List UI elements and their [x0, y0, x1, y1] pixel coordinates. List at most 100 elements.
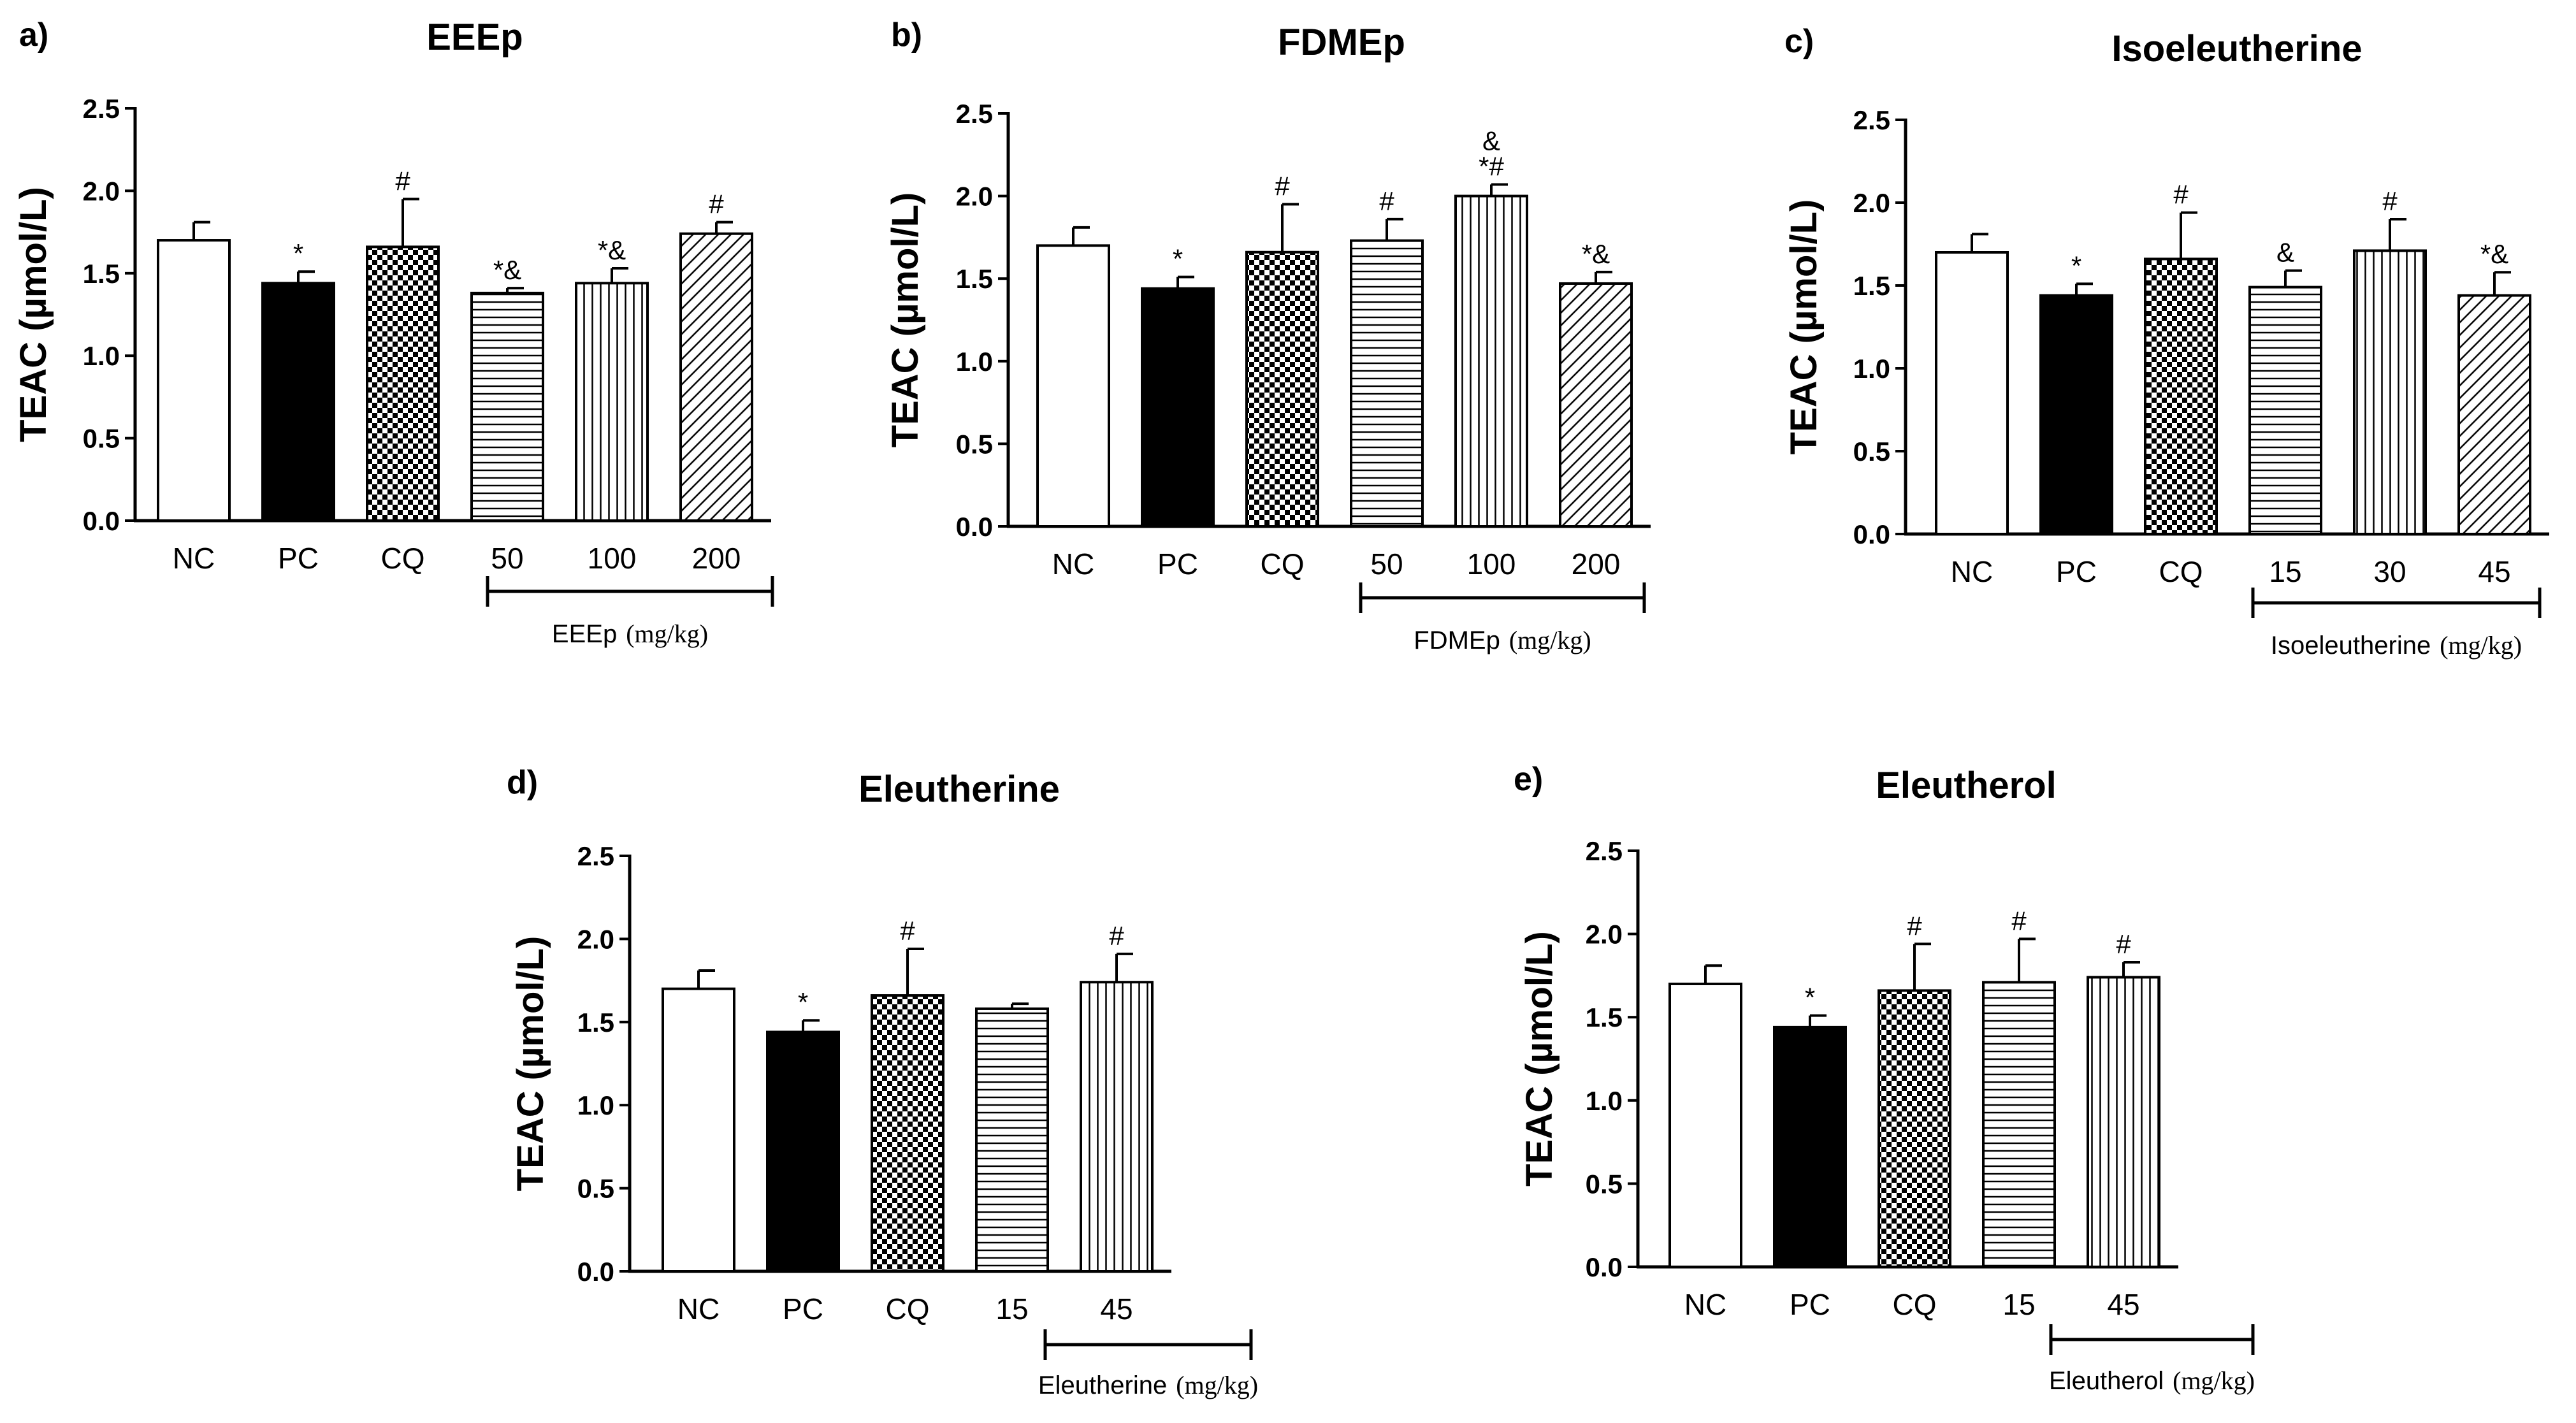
x-category-label: 50 — [1370, 547, 1403, 581]
bar — [2144, 257, 2218, 535]
y-tick-label: 2.5 — [1586, 836, 1623, 866]
chart-title: Eleutherol — [1876, 765, 2057, 806]
bar — [662, 987, 735, 1273]
y-tick-label: 2.5 — [956, 99, 993, 129]
y-tick-label: 0.0 — [1853, 519, 1890, 549]
x-category-label: 45 — [1100, 1292, 1132, 1325]
x-category-label: 45 — [2107, 1288, 2139, 1321]
significance-marker: * — [798, 987, 808, 1017]
x-category-label: NC — [677, 1292, 720, 1325]
bar — [157, 239, 231, 522]
group-label-name: Eleutherine — [1038, 1371, 1167, 1399]
chart-title: Eleutherine — [858, 769, 1060, 810]
significance-marker: *& — [493, 255, 521, 285]
y-tick-label: 0.5 — [1853, 437, 1890, 466]
bar — [2457, 294, 2531, 535]
significance-marker: *& — [1582, 239, 1610, 269]
group-label-name: FDMEp — [1414, 626, 1500, 654]
y-tick-label: 1.5 — [83, 259, 120, 289]
bar — [1559, 282, 1633, 528]
significance-marker: & — [2276, 238, 2294, 268]
y-tick-label: 1.0 — [956, 347, 993, 377]
y-tick-label: 0.5 — [83, 424, 120, 454]
bar — [871, 994, 944, 1273]
x-category-label: 30 — [2373, 555, 2406, 588]
significance-marker: * — [1173, 244, 1183, 274]
bar — [575, 282, 649, 522]
x-category-label: 15 — [995, 1292, 1028, 1325]
panel-label: e) — [1514, 761, 1543, 798]
y-axis-title: TEAC (µmol/L) — [885, 192, 926, 448]
bar — [975, 1007, 1049, 1273]
panel-label: d) — [507, 764, 538, 801]
x-category-label: NC — [173, 542, 215, 575]
panel-a: a) EEEp TEAC (µmol/L) 0.0 0.5 1.0 1.5 2.0 2.5 NC *… — [13, 17, 774, 648]
group-label-unit: (mg/kg) — [1176, 1371, 1258, 1399]
bar — [1454, 194, 1528, 528]
bar — [1935, 251, 2009, 535]
chart-title: FDMEp — [1278, 22, 1405, 63]
y-tick-label: 1.5 — [956, 264, 993, 294]
bar — [1982, 981, 2056, 1269]
y-tick-label: 0.0 — [83, 506, 120, 536]
y-tick-label: 2.0 — [1586, 920, 1623, 950]
panel-d: d) Eleutherine TEAC (µmol/L) 0.0 0.5 1.0 1.5 2.… — [507, 764, 1258, 1399]
group-label: EEEp (mg/kg) — [552, 619, 708, 648]
y-tick-label: 2.5 — [577, 841, 614, 871]
bar — [766, 1030, 840, 1273]
x-category-label: CQ — [2159, 555, 2203, 588]
panel-b: b) FDMEp TEAC (µmol/L) 0.0 0.5 1.0 1.5 2.0 2.5 NC… — [885, 17, 1651, 654]
group-label: FDMEp (mg/kg) — [1414, 626, 1591, 654]
x-category-label: NC — [1052, 547, 1094, 581]
x-category-label: PC — [783, 1292, 823, 1325]
group-label-unit: (mg/kg) — [1509, 626, 1591, 654]
significance-marker: # — [1109, 921, 1124, 951]
x-category-label: 100 — [1467, 547, 1516, 581]
bar — [1668, 982, 1742, 1268]
chart-title: EEEp — [426, 17, 523, 58]
bar — [2039, 294, 2113, 535]
x-category-label: NC — [1684, 1288, 1726, 1321]
bar — [1350, 239, 1424, 528]
bar — [1036, 244, 1110, 528]
x-category-label: 200 — [692, 542, 741, 575]
y-tick-label: 2.5 — [1853, 105, 1890, 135]
x-category-label: CQ — [1261, 547, 1305, 581]
group-label: Eleutherol (mg/kg) — [2049, 1366, 2255, 1395]
bar — [261, 282, 335, 522]
x-category-label: 15 — [2269, 555, 2301, 588]
y-tick-label: 1.0 — [1586, 1086, 1623, 1116]
y-tick-label: 2.0 — [956, 182, 993, 212]
significance-marker: # — [2011, 906, 2027, 935]
significance-marker: *# — [1479, 151, 1504, 181]
y-axis-title: TEAC (µmol/L) — [13, 187, 54, 442]
x-category-label: CQ — [886, 1292, 930, 1325]
y-tick-label: 1.5 — [1853, 271, 1890, 301]
significance-marker: # — [2382, 186, 2398, 216]
panel-e: e) Eleutherol TEAC (µmol/L) 0.0 0.5 1.0 1.5 2.0… — [1514, 761, 2255, 1395]
significance-marker: # — [1275, 171, 1290, 201]
y-axis-title: TEAC (µmol/L) — [510, 936, 551, 1192]
bar — [1245, 250, 1319, 528]
bar — [1141, 287, 1215, 528]
x-category-label: PC — [1157, 547, 1198, 581]
significance-marker: # — [1907, 911, 1922, 941]
significance-marker: & — [1482, 126, 1500, 155]
group-label: Isoeleutherine (mg/kg) — [2271, 631, 2522, 660]
y-tick-label: 2.0 — [1853, 188, 1890, 218]
y-tick-label: 1.0 — [1853, 354, 1890, 384]
bar — [2248, 285, 2322, 535]
significance-marker: # — [2173, 180, 2189, 210]
y-axis-title: TEAC (µmol/L) — [1519, 931, 1560, 1187]
significance-marker: # — [2116, 929, 2131, 959]
significance-marker: * — [1805, 983, 1815, 1013]
x-category-label: CQ — [1893, 1288, 1937, 1321]
y-tick-label: 0.0 — [956, 512, 993, 542]
x-category-label: CQ — [381, 542, 425, 575]
y-tick-label: 1.0 — [577, 1090, 614, 1120]
bar — [2353, 249, 2427, 535]
y-tick-label: 0.0 — [577, 1257, 614, 1287]
bar — [1878, 989, 1951, 1268]
y-tick-label: 2.0 — [83, 176, 120, 206]
